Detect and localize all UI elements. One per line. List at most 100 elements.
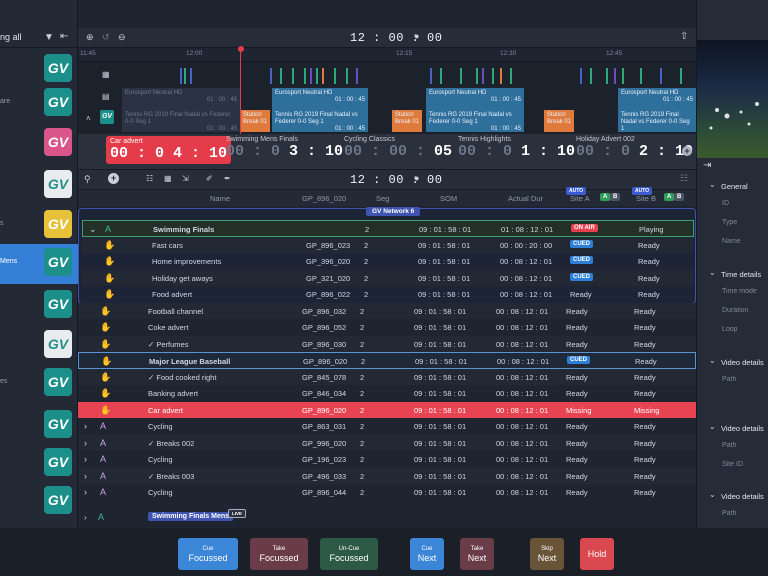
playhead-marker[interactable] bbox=[238, 46, 244, 52]
countdown-timer[interactable]: Holiday Advert 002 00 : 0 2 : 10 bbox=[576, 136, 693, 160]
collapse-icon[interactable]: ⇤ bbox=[60, 31, 69, 42]
transport-button[interactable]: Cue Next bbox=[410, 538, 444, 570]
countdown-timer[interactable]: Tennis Highlights 00 : 0 1 : 10 bbox=[458, 136, 575, 160]
col-site-b[interactable]: Site B bbox=[636, 194, 657, 203]
chevron-down-icon[interactable]: ⌄ bbox=[709, 490, 716, 499]
site-a-toggle-b[interactable]: B bbox=[610, 193, 621, 201]
add-item-icon[interactable]: + bbox=[108, 173, 119, 184]
upload-icon[interactable]: ⇧ bbox=[680, 31, 689, 42]
transport-button[interactable]: Skip Next bbox=[530, 538, 564, 570]
col-dur[interactable]: Actual Dur bbox=[508, 194, 544, 203]
chevron-right-icon[interactable]: › bbox=[84, 437, 87, 448]
channel-row[interactable]: es GV bbox=[0, 364, 78, 404]
search-icon[interactable]: ⚲ bbox=[84, 174, 91, 184]
add-countdown-icon[interactable]: + bbox=[682, 146, 692, 156]
table-row[interactable]: ✋ Car advert GP_896_020 2 09 : 01 : 58 : 01 0… bbox=[78, 401, 696, 418]
timeline-segment[interactable]: Station Break 01 bbox=[392, 110, 422, 132]
section-title[interactable]: Time details bbox=[721, 270, 762, 279]
timeline-segment[interactable]: Eurosport Neutral HD 01 : 00 : 45 bbox=[272, 88, 368, 110]
export-icon[interactable]: ⇲ bbox=[182, 174, 189, 183]
table-row[interactable]: A › Cycling GP_196_023 2 09 : 01 : 58 : 01 00 … bbox=[78, 451, 696, 468]
channel-row[interactable]: GV bbox=[0, 166, 78, 206]
channel-row[interactable]: are GV bbox=[0, 84, 78, 124]
timeline-segment[interactable]: Tennis RG 2019 Final Nadal vs Federer 0-… bbox=[272, 110, 368, 132]
select-all-label[interactable]: ng all bbox=[0, 32, 22, 42]
grid-view-icon[interactable]: ▦ bbox=[164, 174, 172, 183]
chevron-right-icon[interactable]: › bbox=[84, 421, 87, 431]
section-title[interactable]: General bbox=[721, 182, 748, 191]
channel-row[interactable]: GV bbox=[0, 286, 78, 326]
chevron-down-icon[interactable]: ⌄ bbox=[89, 224, 97, 234]
tail-row[interactable]: › A Swimming Finals Mens LIVE bbox=[78, 508, 696, 528]
reset-zoom-icon[interactable]: ↺ bbox=[102, 32, 110, 42]
table-row[interactable]: A › ✓ Breaks 002 GP_996_020 2 09 : 01 : 58 : … bbox=[78, 434, 696, 451]
chevron-down-icon[interactable]: ⌄ bbox=[709, 268, 716, 277]
section-title[interactable]: Video details bbox=[721, 424, 764, 433]
channel-row[interactable]: Mens GV bbox=[0, 244, 78, 284]
table-row[interactable]: A › Cycling GP_896_044 2 09 : 01 : 58 : 01 00 … bbox=[78, 484, 696, 501]
table-row[interactable]: A › Cycling GP_863_031 2 09 : 01 : 58 : 01 00 … bbox=[78, 418, 696, 435]
col-id[interactable]: GP_896_020 bbox=[302, 194, 347, 203]
timeline-segment[interactable]: Station Break 01 bbox=[240, 110, 270, 132]
table-row[interactable]: ✋ Food advert GP_896_022 2 09 : 01 : 58 : 01… bbox=[82, 286, 694, 303]
transport-button[interactable]: Take Focussed bbox=[250, 538, 308, 570]
transport-button[interactable]: Un-Cue Focussed bbox=[320, 538, 378, 570]
chevron-down-icon[interactable]: ⌄ bbox=[709, 180, 716, 189]
site-a-toggle-a[interactable]: A bbox=[600, 193, 611, 201]
brush-icon[interactable]: ✒ bbox=[224, 174, 231, 183]
chevron-up-icon[interactable]: ˄ bbox=[86, 114, 91, 123]
table-row[interactable]: ✋ Home improvements GP_396_020 2 09 : 01 : 5… bbox=[82, 253, 694, 270]
section-title[interactable]: Video details bbox=[721, 358, 764, 367]
col-seg[interactable]: Seg bbox=[376, 194, 390, 203]
site-b-toggle-b[interactable]: B bbox=[674, 193, 685, 201]
timeline-segment[interactable]: Tennis RG 2019 Final Nadal vs Federer 0-… bbox=[618, 110, 696, 132]
transport-button[interactable]: Cue Focussed bbox=[178, 538, 238, 570]
channel-row[interactable]: GV bbox=[0, 406, 78, 446]
countdown-timer[interactable]: Swimming Mens Finals 00 : 0 3 : 10 bbox=[226, 136, 343, 160]
timeline-segment[interactable]: Station Break 01 bbox=[544, 110, 574, 132]
countdown-timer[interactable]: Cycling Classics 00 : 00 : 05 bbox=[344, 136, 452, 160]
countdown-timer[interactable]: Car advert 00 : 0 4 : 10 bbox=[106, 136, 232, 164]
timeline-segment[interactable]: Eurosport Neutral HD 01 : 00 : 45 bbox=[618, 88, 696, 110]
chevron-right-icon[interactable]: › bbox=[84, 513, 87, 522]
chevron-down-icon[interactable]: ⌄ bbox=[709, 356, 716, 365]
channel-row[interactable]: s GV bbox=[0, 206, 78, 246]
chevron-right-icon[interactable]: › bbox=[84, 487, 87, 497]
transport-button[interactable]: Hold bbox=[580, 538, 614, 570]
table-row[interactable]: A ⌄ Swimming Finals 2 09 : 01 : 58 : 01 01 : … bbox=[82, 220, 694, 237]
timeline-segment[interactable]: Eurosport Neutral HD 01 : 00 : 45 bbox=[122, 88, 240, 110]
timeline-segment[interactable]: Eurosport Neutral HD 01 : 00 : 45 bbox=[426, 88, 524, 110]
zoom-out-icon[interactable]: ⊖ bbox=[118, 32, 126, 42]
site-b-toggle-a[interactable]: A bbox=[664, 193, 675, 201]
table-row[interactable]: ✋ Major League Baseball GP_896_020 2 09 : 01… bbox=[78, 352, 696, 369]
transport-button[interactable]: Take Next bbox=[460, 538, 494, 570]
table-row[interactable]: ✋ Coke advert GP_896_052 2 09 : 01 : 58 : 01… bbox=[78, 319, 696, 336]
section-title[interactable]: Video details bbox=[721, 492, 764, 501]
col-som[interactable]: SOM bbox=[440, 194, 458, 203]
col-site-a[interactable]: Site A bbox=[570, 194, 590, 203]
col-name[interactable]: Name bbox=[210, 194, 231, 203]
hide-icon[interactable]: ☷ bbox=[680, 173, 689, 183]
channel-row[interactable]: GV bbox=[0, 482, 78, 522]
channel-row[interactable]: GV bbox=[0, 326, 78, 366]
location-pin-icon[interactable]: ● bbox=[414, 31, 420, 41]
channel-row[interactable]: GV bbox=[0, 50, 78, 90]
table-row[interactable]: A › ✓ Breaks 003 GP_496_033 2 09 : 01 : 58 : … bbox=[78, 467, 696, 484]
zoom-in-icon[interactable]: ⊕ bbox=[86, 32, 94, 42]
table-row[interactable]: ✋ ✓ Perfumes GP_896_030 2 09 : 01 : 58 : 01 0… bbox=[78, 335, 696, 352]
channel-row[interactable]: GV bbox=[0, 124, 78, 164]
expand-panel-icon[interactable]: ⇥ bbox=[703, 160, 712, 171]
timeline-segment[interactable]: Tennis RG 2019 Final Nadal vs Federer 0-… bbox=[122, 110, 240, 132]
edit-icon[interactable]: ✐ bbox=[206, 174, 213, 183]
chevron-right-icon[interactable]: › bbox=[84, 454, 87, 464]
chevron-down-icon[interactable]: ⌄ bbox=[709, 422, 716, 431]
location-pin-icon[interactable]: ● bbox=[414, 173, 420, 183]
table-row[interactable]: ✋ Banking advert GP_846_034 2 09 : 01 : 58 :… bbox=[78, 385, 696, 402]
table-row[interactable]: ✋ Football channel GP_896_032 2 09 : 01 : 58… bbox=[78, 302, 696, 319]
table-row[interactable]: ✋ Holiday get aways GP_321_020 2 09 : 01 : 5… bbox=[82, 269, 694, 286]
table-row[interactable]: ✋ Fast cars GP_896_023 2 09 : 01 : 58 : 01 00… bbox=[82, 236, 694, 253]
table-row[interactable]: ✋ ✓ Food cooked right GP_845_078 2 09 : 01 :… bbox=[78, 368, 696, 385]
filter-icon[interactable]: ▼ bbox=[44, 32, 54, 43]
chevron-right-icon[interactable]: › bbox=[84, 470, 87, 481]
list-view-icon[interactable]: ☷ bbox=[146, 174, 154, 183]
